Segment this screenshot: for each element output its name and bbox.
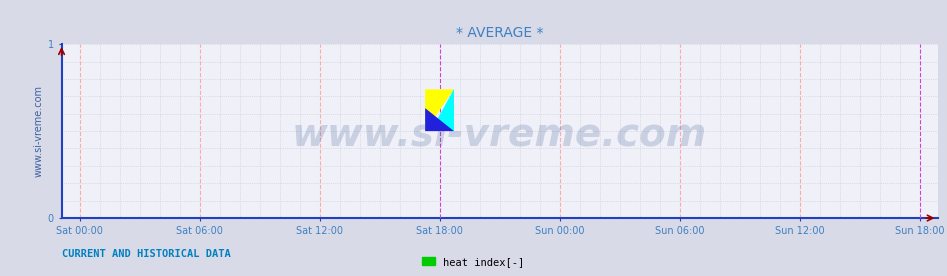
- Text: CURRENT AND HISTORICAL DATA: CURRENT AND HISTORICAL DATA: [62, 249, 230, 259]
- Polygon shape: [425, 89, 454, 131]
- Text: www.si-vreme.com: www.si-vreme.com: [292, 116, 707, 153]
- Legend: heat index[-]: heat index[-]: [419, 253, 528, 271]
- Y-axis label: www.si-vreme.com: www.si-vreme.com: [34, 85, 44, 177]
- Polygon shape: [425, 108, 454, 131]
- Polygon shape: [431, 89, 454, 131]
- Title: * AVERAGE *: * AVERAGE *: [456, 26, 544, 40]
